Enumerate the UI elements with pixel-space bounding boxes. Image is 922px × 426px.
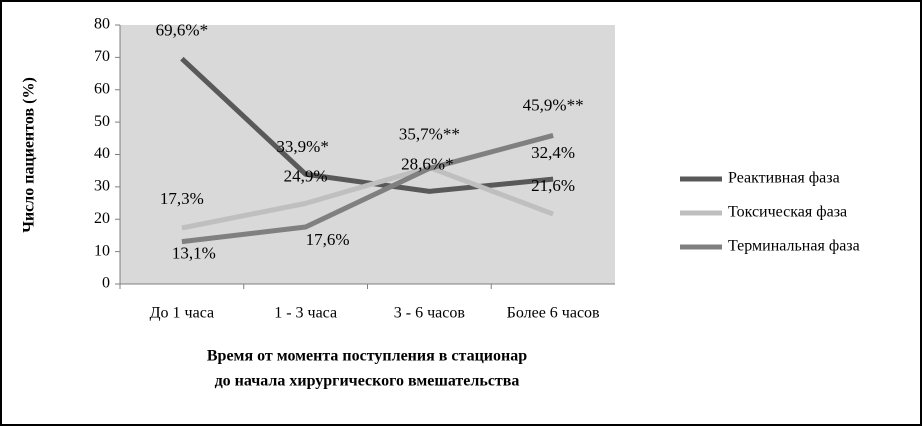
y-tick-label: 70: [94, 48, 110, 65]
y-tick-label: 0: [102, 275, 110, 292]
y-tick-label: 80: [94, 16, 110, 33]
x-tick-label: 3 - 6 часов: [394, 305, 466, 322]
data-label: 17,3%: [160, 189, 204, 208]
data-label: 33,9%*: [276, 137, 328, 156]
series-line: [181, 164, 555, 231]
series-line: [181, 132, 554, 245]
y-tick-label: 40: [94, 145, 110, 162]
y-tick-label: 30: [94, 178, 110, 195]
legend-label: Реактивная фаза: [728, 170, 840, 187]
y-tick-label: 60: [94, 80, 110, 97]
x-tick-label: Более 6 часов: [507, 305, 600, 322]
data-label: 28,6%*: [401, 154, 453, 173]
data-label: 35,7%**: [399, 124, 460, 143]
x-axis-title: до начала хирургического вмешательства: [215, 373, 520, 390]
legend-label: Терминальная фаза: [728, 238, 860, 255]
y-axis-title: Число пациентов (%): [21, 77, 38, 233]
y-tick-label: 20: [94, 210, 110, 227]
x-axis-title: Время от момента поступления в стационар: [207, 348, 527, 365]
y-tick-label: 50: [94, 113, 110, 130]
data-label: 21,6%: [531, 176, 575, 195]
x-tick-label: До 1 часа: [150, 305, 214, 322]
x-tick-label: 1 - 3 часа: [274, 305, 337, 322]
data-label: 69,6%*: [156, 21, 208, 40]
data-label: 32,4%: [531, 143, 575, 162]
data-label: 45,9%**: [523, 95, 584, 114]
y-tick-label: 10: [94, 242, 110, 259]
data-label: 17,6%: [306, 230, 350, 249]
data-label: 24,9%: [284, 166, 328, 185]
legend-label: Токсическая фаза: [728, 204, 847, 221]
data-label: 13,1%: [172, 243, 216, 262]
